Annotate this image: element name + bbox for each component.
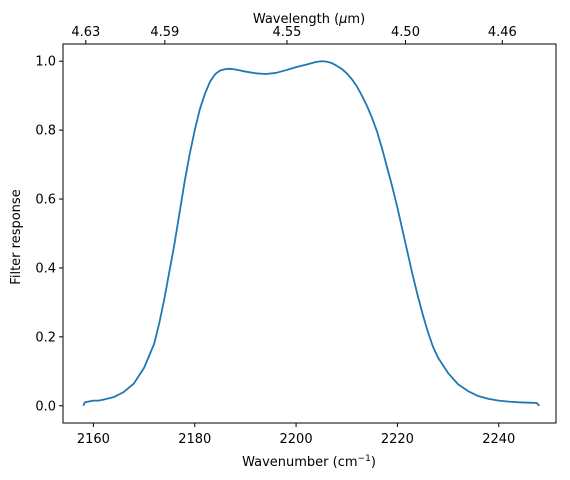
y-tick-label: 0.8 [35,124,56,139]
top-x-tick-label: 4.63 [71,25,100,40]
y-tick-label: 0.6 [35,193,56,208]
y-tick-label: 1.0 [35,55,56,70]
x-tick-label: 2240 [482,432,515,447]
x-tick-label: 2160 [77,432,110,447]
top-x-tick-label: 4.46 [488,25,517,40]
y-tick-label: 0.0 [35,399,56,414]
top-x-tick-label: 4.59 [150,25,179,40]
top-x-axis-label: Wavelength (μm) [253,12,365,27]
series-line [82,60,540,407]
x-tick-label: 2220 [381,432,414,447]
top-x-tick-label: 4.50 [391,25,420,40]
x-tick-label: 2200 [280,432,313,447]
plot-frame [62,43,557,424]
x-tick-label: 2180 [178,432,211,447]
top-x-tick-label: 4.55 [272,25,301,40]
series-layer [82,60,540,407]
bottom-x-axis: 2160 2180 2200 2220 2240 [77,423,515,447]
y-tick-label: 0.2 [35,330,56,345]
x-axis-label: Wavenumber (cm−1) [242,454,376,470]
left-y-axis: 0.0 0.2 0.4 0.6 0.8 1.0 [35,55,63,414]
y-tick-label: 0.4 [35,261,56,276]
top-x-axis: 4.63 4.59 4.55 4.50 4.46 [71,25,517,44]
y-axis-label: Filter response [9,189,24,284]
